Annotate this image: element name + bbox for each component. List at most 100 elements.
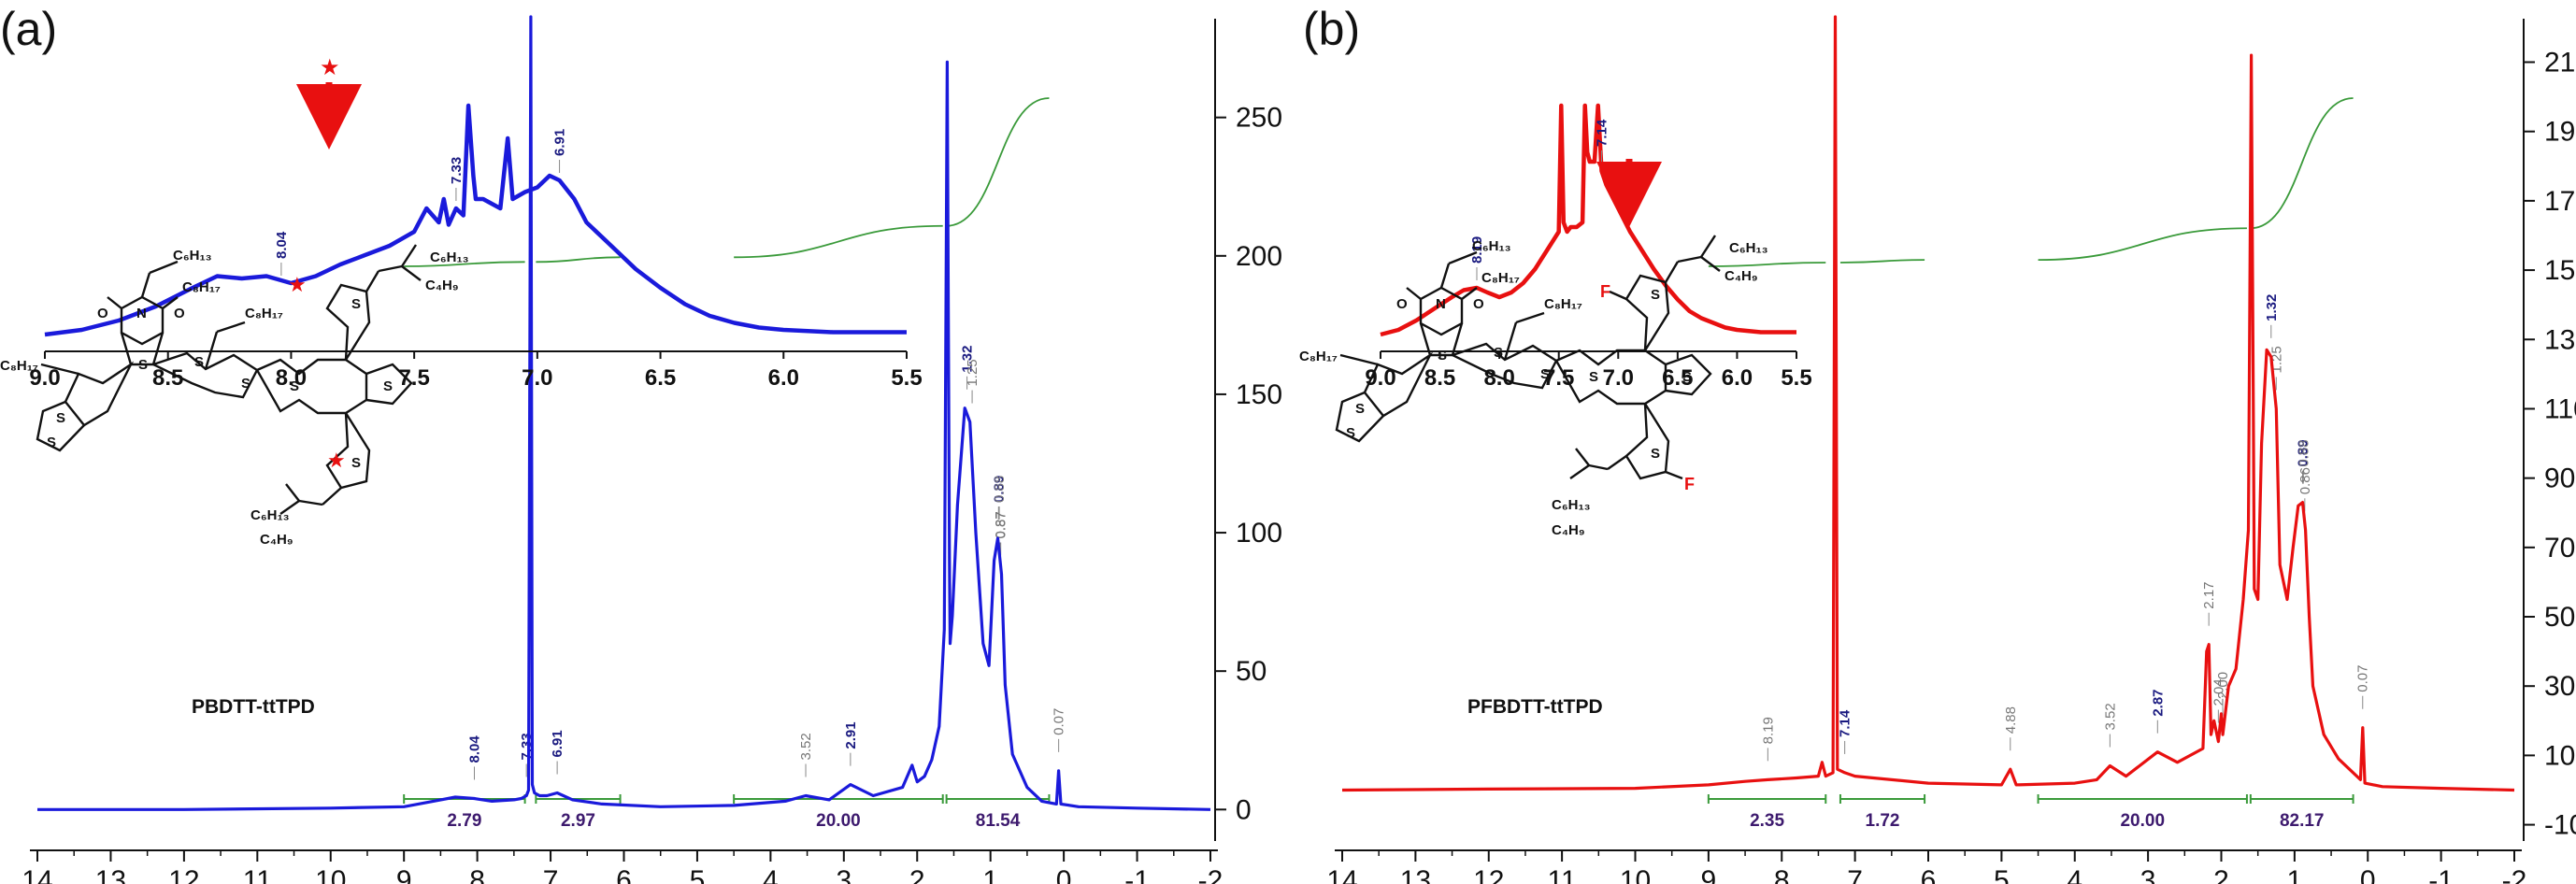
svg-text:C₄H₉: C₄H₉	[1552, 522, 1585, 538]
y-tick-label: 210	[2544, 48, 2576, 78]
svg-text:★: ★	[327, 449, 346, 472]
svg-text:C₆H₁₃: C₆H₁₃	[250, 507, 290, 523]
svg-text:F: F	[1684, 475, 1695, 493]
x-tick-label: 11	[1548, 865, 1577, 884]
x-tick-label: 14	[1326, 865, 1357, 884]
svg-text:C₈H₁₇: C₈H₁₇	[182, 279, 221, 295]
integral-value: 2.35	[1750, 811, 1784, 831]
svg-text:C₈H₁₇: C₈H₁₇	[1481, 270, 1520, 286]
top-thiophene	[325, 283, 371, 361]
peak-label: 2.17	[2201, 581, 2217, 608]
panel-b-structure-labels: C₆H₁₃ C₈H₁₇ O O N S C₈H₁₇ S S C₈H₁₇ S S …	[1299, 238, 1768, 718]
peak-label: 2.04	[2211, 678, 2226, 706]
peak-label: 3.52	[2102, 703, 2118, 730]
x-tick-label: 2	[909, 865, 925, 884]
panel-a-structure-labels: C₆H₁₃ C₈H₁₇ O O N S C₈H₁₇ S S C₈H₁₇ S S …	[0, 248, 469, 718]
svg-text:S: S	[351, 296, 361, 312]
inset-spectrum	[1380, 103, 1796, 337]
svg-text:C₆H₁₃: C₆H₁₃	[430, 250, 469, 265]
svg-text:S: S	[1589, 369, 1598, 385]
inset-x-tick-label: 7.0	[522, 365, 552, 391]
svg-text:C₆H₁₃: C₆H₁₃	[1729, 240, 1768, 256]
peak-label: 2.87	[2150, 689, 2166, 716]
y-tick-label: 170	[2544, 186, 2576, 217]
x-tick-label: 3	[2140, 865, 2156, 884]
peak-label: 0.07	[2355, 665, 2371, 692]
x-tick-label: 6	[616, 865, 632, 884]
peak-label: 0.88	[992, 476, 1008, 503]
svg-text:F: F	[1600, 282, 1610, 301]
inset-x-tick-label: 9.0	[29, 365, 60, 391]
integral-value: 82.17	[2280, 811, 2325, 831]
x-tick-label: 11	[243, 865, 272, 884]
svg-text:S: S	[1346, 425, 1355, 441]
svg-text:S: S	[1438, 348, 1447, 364]
y-tick-label: 10	[2544, 740, 2575, 771]
inset-peak-label: 6.91	[552, 129, 568, 156]
peak-label: 1.32	[960, 346, 976, 373]
x-tick-label: 13	[1400, 865, 1431, 884]
y-tick-label: 200	[1236, 241, 1282, 272]
peak-label: 2.91	[843, 721, 859, 749]
integral-curve	[2038, 227, 2247, 262]
inset-x-tick-label: 5.5	[1781, 365, 1811, 391]
svg-text:S: S	[138, 357, 148, 373]
panel-b-inset: 9.0 8.5 8.0 7.5 7.0 6.5 6.0 5.58.197.14	[1365, 103, 1812, 391]
svg-text:C₈H₁₇: C₈H₁₇	[1299, 349, 1338, 364]
inset-x-tick-label: 6.0	[1722, 365, 1753, 391]
x-tick-label: -2	[2502, 865, 2527, 884]
integral-curve	[1839, 259, 1925, 264]
svg-text:S: S	[1494, 345, 1503, 361]
y-tick-label: 250	[1236, 103, 1282, 134]
peak-label: 7.14	[1838, 709, 1853, 737]
x-tick-label: 14	[21, 865, 52, 884]
panel-a-spectrum	[37, 15, 1211, 811]
x-tick-label: 3	[836, 865, 852, 884]
x-tick-label: -2	[1198, 865, 1224, 884]
svg-text:S: S	[290, 378, 299, 394]
peak-label: 3.52	[798, 733, 814, 760]
x-tick-label: 13	[95, 865, 126, 884]
x-tick-label: 4	[2067, 865, 2082, 884]
integral-value: 81.54	[976, 811, 1021, 831]
svg-text:C₄H₉: C₄H₉	[1724, 268, 1758, 284]
x-tick-label: 5	[1994, 865, 2010, 884]
y-tick-label: 70	[2544, 533, 2575, 563]
panel-b-spectrum	[1341, 15, 2515, 792]
x-tick-label: 10	[1620, 865, 1651, 884]
integral-curve	[404, 261, 525, 267]
y-tick-label: 110	[2544, 393, 2576, 424]
inset-x-tick-label: 5.5	[891, 365, 922, 391]
peak-label: 0.89	[991, 476, 1007, 503]
panel-b-axes: 14131211109876543210-1-2-101030507090110…	[1326, 19, 2576, 884]
svg-text:C₈H₁₇: C₈H₁₇	[0, 358, 38, 374]
svg-text:C₆H₁₃: C₆H₁₃	[1472, 238, 1511, 254]
peak-label: 0.88	[2296, 439, 2311, 466]
spectrum-line	[37, 15, 1211, 811]
x-tick-label: 7	[1847, 865, 1863, 884]
inset-peak-label: 8.19	[1469, 236, 1485, 264]
integral-value: 2.79	[447, 811, 481, 831]
y-tick-label: 150	[2544, 255, 2576, 286]
integral-value: 20.00	[816, 811, 861, 831]
svg-text:N: N	[136, 306, 147, 321]
svg-text:S: S	[194, 354, 204, 370]
x-tick-label: 0	[2360, 865, 2376, 884]
panel-b-integrals: 2.35 1.72 20.00 82.17	[1707, 97, 2354, 831]
inset-x-tick-label: 6.5	[645, 365, 676, 391]
svg-text:S: S	[383, 378, 393, 394]
y-tick-label: 50	[2544, 602, 2575, 633]
y-tick-label: 100	[1236, 518, 1282, 549]
integral-value: 20.00	[2120, 811, 2165, 831]
peak-label: 1.25	[965, 359, 980, 386]
x-tick-label: 7	[543, 865, 559, 884]
svg-text:O: O	[174, 306, 185, 321]
svg-text:C₄H₉: C₄H₉	[260, 532, 293, 548]
svg-text:S: S	[1651, 287, 1660, 303]
svg-text:N: N	[1436, 296, 1446, 312]
peak-label: 1.32	[2264, 294, 2280, 321]
x-tick-label: 1	[2287, 865, 2303, 884]
inset-x-tick-label: 7.0	[1603, 365, 1634, 391]
